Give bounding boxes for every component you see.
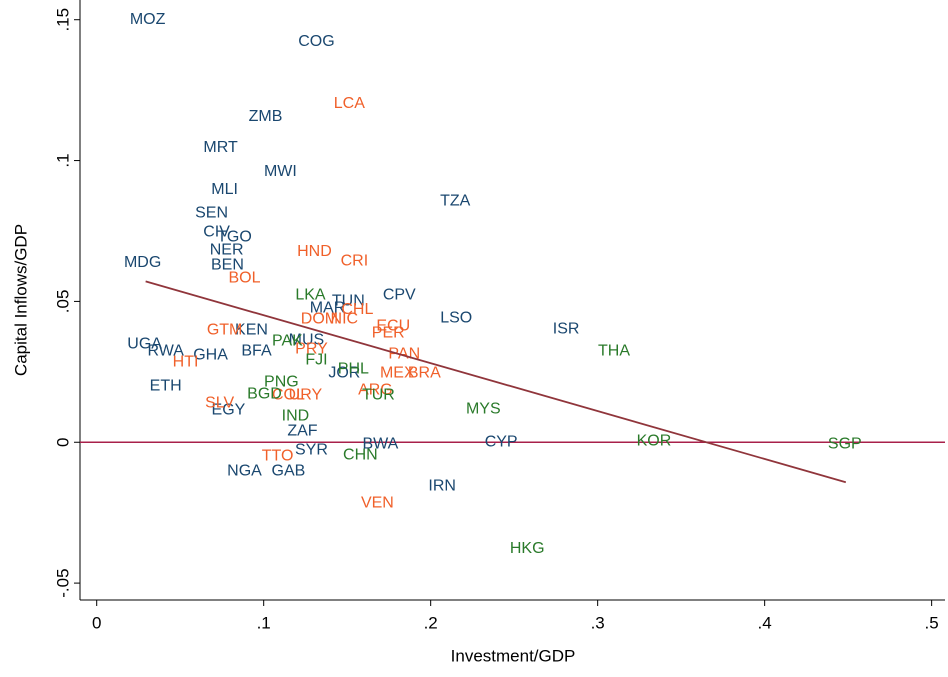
country-point: MLI [211, 181, 238, 198]
country-point: CYP [485, 433, 518, 450]
country-point: MAR [310, 300, 346, 317]
y-axis-title: Capital Inflows/GDP [11, 224, 30, 376]
country-point: HTI [173, 353, 199, 370]
country-point: ECU [376, 318, 410, 335]
country-point: CHL [341, 301, 373, 318]
country-point: BFA [241, 342, 272, 359]
country-point: CHN [343, 446, 378, 463]
country-point: MWI [264, 163, 297, 180]
country-point: GHA [193, 346, 228, 363]
country-point: COL [272, 386, 305, 403]
country-point: MYS [466, 401, 501, 418]
country-point: NGA [227, 462, 262, 479]
country-point: TGO [217, 229, 252, 246]
country-point: CIV [203, 224, 230, 241]
country-point: PAK [272, 333, 303, 350]
country-point: TTO [262, 448, 294, 465]
country-point: PNG [264, 373, 299, 390]
country-point: DOM [301, 311, 338, 328]
country-point: HKG [510, 540, 545, 557]
country-point: MDG [124, 254, 161, 271]
fit-line [145, 280, 847, 484]
country-point: KOR [637, 432, 672, 449]
country-point: KEN [235, 322, 268, 339]
country-point: BEN [211, 257, 244, 274]
country-point: PAN [388, 346, 420, 363]
country-point: SGP [828, 435, 862, 452]
x-tick-label: .5 [925, 613, 939, 632]
country-point: SYR [295, 441, 328, 458]
country-point: MOZ [130, 11, 166, 28]
x-tick-label: .2 [424, 613, 438, 632]
country-point: SEN [195, 205, 228, 222]
country-point: LKA [295, 287, 326, 304]
x-tick-label: .1 [257, 613, 271, 632]
x-tick-label: 0 [92, 613, 101, 632]
country-point: ETH [150, 377, 182, 394]
country-point: ARG [358, 382, 393, 399]
country-point: BOL [228, 270, 260, 287]
country-point: HND [297, 243, 332, 260]
country-point: MRT [203, 139, 238, 156]
country-point: NER [210, 242, 244, 259]
country-point: THA [598, 342, 630, 359]
country-point: CRI [341, 253, 369, 270]
country-point: EGY [212, 402, 246, 419]
y-tick-label: .15 [53, 8, 72, 32]
country-point: LSO [440, 310, 472, 327]
country-point: IND [282, 408, 310, 425]
country-point: CPV [383, 287, 416, 304]
country-point: COG [298, 33, 334, 50]
y-tick-label: 0 [53, 438, 72, 447]
country-point: FJI [305, 352, 327, 369]
x-axis-title: Investment/GDP [451, 646, 576, 665]
country-point: BRA [408, 364, 441, 381]
country-point: GAB [272, 462, 306, 479]
country-point: ZMB [249, 108, 283, 125]
y-tick-label: -.05 [53, 568, 72, 597]
country-point: LCA [334, 95, 365, 112]
country-point: NIC [331, 311, 359, 328]
country-point: MEX [380, 364, 415, 381]
country-point: PER [372, 324, 405, 341]
x-tick-label: .3 [591, 613, 605, 632]
country-point: URY [289, 386, 323, 403]
country-point: JOR [328, 364, 360, 381]
country-point: ISR [553, 321, 580, 338]
country-point: BWA [362, 435, 398, 452]
x-tick-label: .4 [758, 613, 772, 632]
country-point: RWA [147, 342, 184, 359]
y-tick-label: .05 [53, 290, 72, 314]
country-point: TUN [332, 293, 365, 310]
country-point: BGD [247, 386, 282, 403]
country-point: TUR [362, 386, 395, 403]
country-point: PRY [295, 341, 328, 358]
country-point: MUS [289, 332, 325, 349]
country-point: PHL [338, 361, 369, 378]
country-point: UGA [127, 335, 162, 352]
country-point: IRN [428, 477, 456, 494]
country-point: SLV [205, 395, 234, 412]
country-point: GTM [207, 322, 243, 339]
country-point: ZAF [287, 422, 317, 439]
y-tick-label: .1 [53, 153, 72, 167]
country-point: VEN [361, 494, 394, 511]
country-point: TZA [440, 193, 471, 210]
